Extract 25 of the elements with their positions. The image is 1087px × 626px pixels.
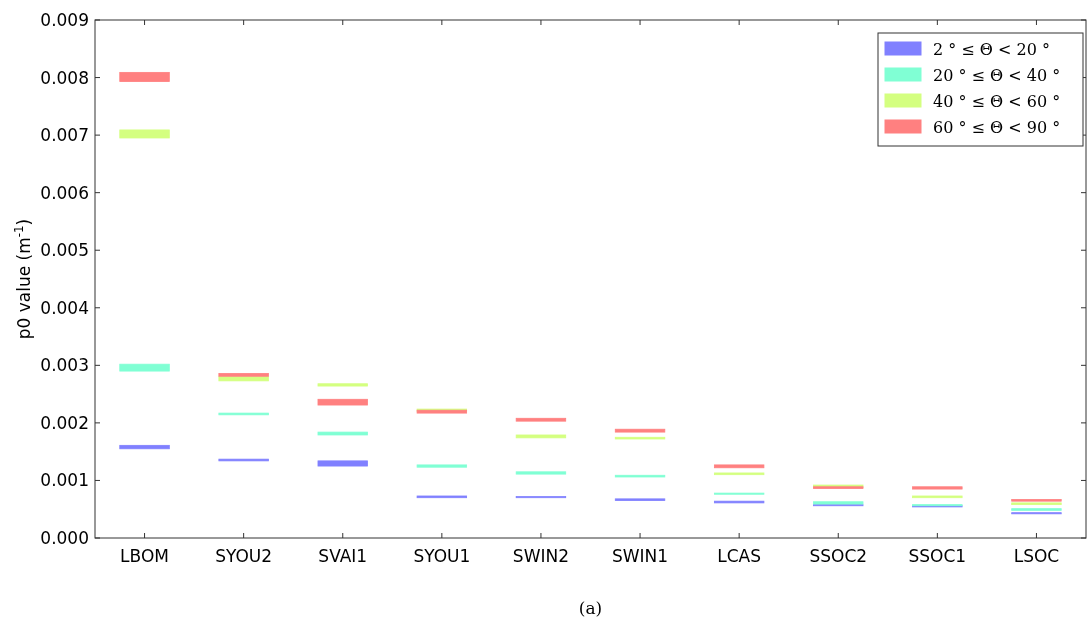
y-tick-label: 0.007 (40, 125, 89, 146)
x-tick-label: SWIN2 (512, 546, 570, 566)
x-tick-label: SYOU2 (215, 546, 273, 566)
legend-label: 40 ° ≤ Θ < 60 ° (933, 91, 1061, 111)
x-tick-label: LBOM (120, 546, 169, 566)
y-tick-label: 0.006 (40, 182, 89, 203)
legend-label: 20 ° ≤ Θ < 40 ° (933, 65, 1061, 85)
x-tick-label: SWIN1 (611, 546, 669, 566)
y-tick-label: 0.002 (40, 412, 89, 433)
y-tick-label: 0.003 (40, 355, 89, 376)
x-tick-label: LSOC (1013, 546, 1060, 566)
y-tick-label: 0.000 (40, 527, 89, 548)
x-tick-label: SSOC1 (908, 546, 967, 566)
y-tick-label: 0.004 (40, 297, 89, 318)
y-tick-label: 0.009 (40, 9, 89, 30)
y-tick-label: 0.005 (40, 240, 89, 261)
x-tick-label: SYOU1 (413, 546, 471, 566)
y-tick-label: 0.008 (40, 67, 89, 88)
legend-label: 2 ° ≤ Θ < 20 ° (933, 39, 1050, 59)
x-tick-label: LCAS (717, 546, 762, 566)
text: (a) (578, 598, 603, 618)
legend-label: 60 ° ≤ Θ < 90 ° (933, 117, 1061, 137)
x-tick-label: SVAI1 (318, 546, 368, 566)
x-tick-label: SSOC2 (809, 546, 868, 566)
y-tick-label: 0.001 (40, 470, 89, 491)
